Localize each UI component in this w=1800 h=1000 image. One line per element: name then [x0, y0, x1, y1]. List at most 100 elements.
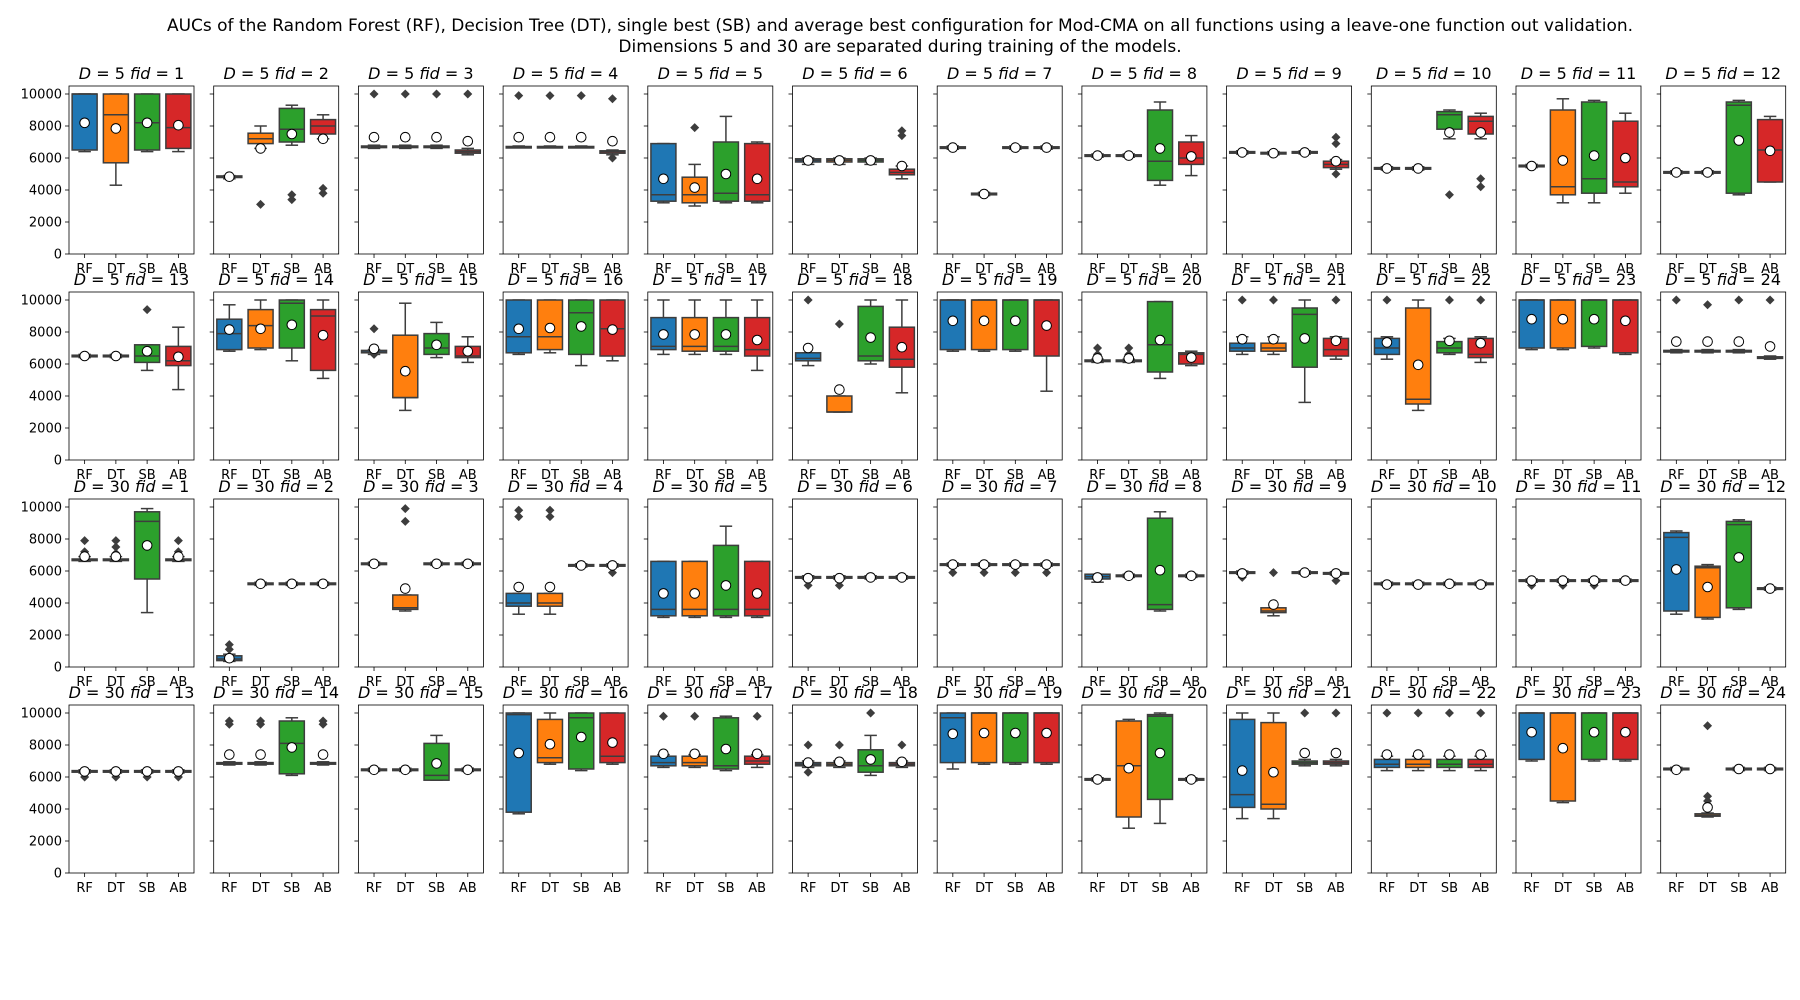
panel-d5-f6: D = 5 fid = 6 RF DT SB AB	[788, 64, 918, 277]
box-rf: RF	[1663, 764, 1690, 896]
panel-d5-f8: D = 5 fid = 8 RF DT SB AB	[1077, 64, 1208, 277]
panel-title: D = 5 fid = 21	[1231, 270, 1347, 289]
mean-marker	[607, 324, 618, 335]
box-sb: SB	[278, 717, 306, 896]
mean-marker	[947, 315, 959, 327]
outlier-point	[1413, 708, 1423, 718]
mean-marker	[1236, 568, 1248, 579]
box-dt: DT	[970, 559, 998, 690]
x-tick-label: DT	[107, 881, 125, 896]
x-tick-label: AB	[893, 675, 911, 690]
mean-marker	[431, 758, 442, 769]
mean-marker	[1557, 575, 1569, 586]
x-tick-label: DT	[1699, 881, 1717, 896]
mean-marker	[751, 588, 763, 599]
x-tick-label: SB	[1151, 675, 1168, 690]
outlier-point	[1093, 343, 1103, 353]
mean-marker	[896, 756, 908, 768]
box-ab: AB	[1033, 712, 1060, 896]
box-ab: AB	[165, 326, 192, 483]
mean-marker	[1010, 142, 1021, 153]
mean-marker	[1381, 163, 1393, 174]
outlier-point	[834, 319, 844, 329]
outlier-point	[369, 324, 379, 334]
panel-frame	[936, 85, 1063, 255]
x-tick-label: AB	[169, 468, 187, 483]
box-rf: RF	[1518, 299, 1545, 483]
panel-frame	[213, 498, 340, 668]
mean-marker	[1041, 142, 1052, 153]
x-tick-label: RF	[1523, 468, 1540, 483]
x-tick-label: SB	[862, 468, 879, 483]
panel-d30-f19: D = 30 fid = 19 RF DT SB AB	[933, 683, 1063, 896]
box-rf: RF	[1373, 708, 1401, 896]
box-rf: RF	[650, 299, 677, 483]
x-tick-label: SB	[428, 468, 445, 483]
outlier-point	[1476, 708, 1486, 718]
x-tick-label: AB	[1616, 675, 1634, 690]
box-dt: DT	[1260, 568, 1287, 690]
x-tick-label: DT	[830, 675, 848, 690]
panel-frame	[1515, 85, 1642, 255]
x-tick-label: SB	[862, 675, 879, 690]
x-tick-label: RF	[366, 262, 383, 277]
x-tick-label: SB	[283, 881, 300, 896]
box-sb: SB	[1002, 559, 1029, 690]
box-ab: AB	[1612, 112, 1639, 277]
mean-marker	[896, 160, 908, 172]
y-tick-label: 8000	[29, 326, 62, 341]
box-rf: RF	[360, 324, 388, 483]
mean-marker	[1268, 333, 1279, 345]
panel-d30-f15: D = 30 fid = 15 RF DT SB AB	[354, 683, 484, 896]
x-tick-label: SB	[428, 881, 445, 896]
box-dt: DT	[1115, 570, 1143, 690]
box-rf: RF	[1518, 712, 1545, 896]
mean-marker	[286, 128, 298, 140]
mean-marker	[1702, 581, 1713, 593]
box-ab: AB	[1756, 763, 1784, 896]
outlier-point	[1331, 295, 1341, 305]
x-tick-label: DT	[1409, 468, 1427, 483]
y-tick-label: 6000	[29, 358, 62, 373]
x-tick-label: RF	[1234, 262, 1251, 277]
box-ab: AB	[599, 94, 626, 277]
mean-marker	[751, 748, 763, 760]
panel-frame	[1370, 291, 1497, 461]
x-tick-label: DT	[396, 881, 414, 896]
box-rf: RF	[360, 558, 388, 690]
box-ab: AB	[1178, 570, 1205, 690]
mean-marker	[1702, 336, 1713, 347]
box-sb: SB	[423, 89, 450, 277]
panel-title: D = 30 fid = 18	[792, 683, 918, 702]
mean-marker	[865, 754, 876, 765]
mean-marker	[1041, 727, 1052, 739]
mean-marker	[834, 155, 845, 166]
x-tick-label: RF	[76, 881, 93, 896]
x-tick-label: AB	[169, 675, 187, 690]
x-tick-label: RF	[1379, 468, 1396, 483]
box-iqr	[650, 142, 677, 202]
box-iqr	[505, 299, 532, 354]
outlier-point	[1268, 568, 1278, 578]
panel-title: D = 30 fid = 11	[1516, 477, 1642, 496]
mean-marker	[1588, 150, 1600, 161]
x-tick-label: SB	[1441, 468, 1458, 483]
mean-marker	[1412, 579, 1424, 590]
mean-marker	[1154, 143, 1166, 154]
box-iqr	[1146, 517, 1174, 611]
y-tick-label: 4000	[29, 184, 62, 199]
panel-d5-f18: D = 5 fid = 18 RF DT SB AB	[788, 270, 918, 483]
y-tick-label: 2000	[29, 422, 62, 437]
panel-d30-f6: D = 30 fid = 6 RF DT SB AB	[788, 477, 918, 690]
mean-marker	[1041, 559, 1052, 570]
box-dt: DT	[1260, 712, 1287, 896]
x-tick-label: RF	[1523, 675, 1540, 690]
x-tick-label: SB	[717, 675, 734, 690]
x-tick-label: AB	[1472, 262, 1490, 277]
x-tick-label: AB	[604, 675, 622, 690]
box-dt: DT	[681, 299, 708, 483]
mean-marker	[575, 731, 587, 743]
box-ab: AB	[309, 299, 337, 483]
mean-marker	[1299, 567, 1311, 578]
